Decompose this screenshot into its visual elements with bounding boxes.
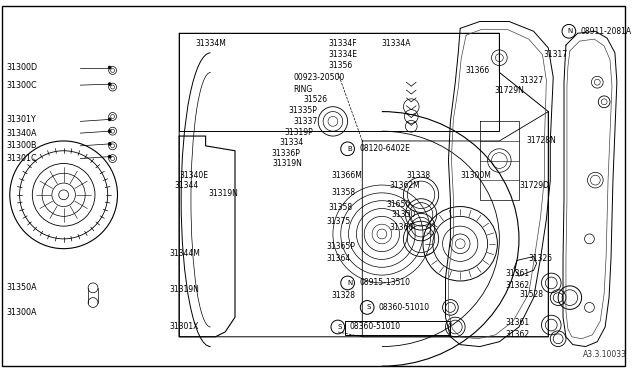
Text: N: N: [347, 280, 352, 286]
Text: 31319N: 31319N: [209, 189, 239, 198]
Text: 31364: 31364: [326, 254, 350, 263]
Text: 31319N: 31319N: [272, 159, 302, 168]
Text: 31361: 31361: [505, 269, 529, 278]
Text: 31336P: 31336P: [271, 149, 300, 158]
Text: 08120-6402E: 08120-6402E: [359, 144, 410, 153]
Circle shape: [108, 118, 111, 121]
Text: 31317: 31317: [543, 50, 568, 59]
Text: 31334F: 31334F: [328, 39, 356, 48]
Text: 31319N: 31319N: [170, 285, 199, 294]
Bar: [345, 321, 451, 335]
Text: 31325: 31325: [529, 254, 553, 263]
Text: 31526: 31526: [303, 95, 328, 104]
Text: 31366M: 31366M: [331, 171, 362, 180]
Text: 31327: 31327: [519, 76, 543, 85]
Text: 31366: 31366: [465, 66, 490, 75]
Text: 00923-20500: 00923-20500: [294, 73, 345, 82]
Circle shape: [108, 66, 111, 69]
Text: 31360: 31360: [390, 222, 414, 232]
Text: 31362: 31362: [505, 281, 529, 291]
Text: 31301X: 31301X: [170, 323, 199, 331]
Text: 31337: 31337: [294, 117, 318, 126]
Text: 31301Y: 31301Y: [7, 115, 36, 124]
Circle shape: [108, 130, 111, 133]
Text: 31358: 31358: [328, 203, 352, 212]
Text: B: B: [347, 146, 352, 152]
Text: 31300M: 31300M: [460, 171, 491, 180]
Text: 31338: 31338: [406, 171, 431, 180]
Text: S: S: [367, 304, 371, 310]
Text: 31650: 31650: [387, 200, 411, 209]
Text: 31301C: 31301C: [7, 154, 38, 163]
Text: 31358: 31358: [331, 188, 355, 198]
Text: 31729N: 31729N: [495, 86, 524, 94]
Text: 31334: 31334: [279, 138, 303, 147]
Text: 31300D: 31300D: [7, 63, 38, 72]
Text: 31340A: 31340A: [7, 129, 37, 138]
Text: 31334A: 31334A: [382, 39, 412, 48]
Text: 31340E: 31340E: [179, 171, 208, 180]
Text: 31344: 31344: [174, 180, 198, 189]
Text: 31356: 31356: [328, 61, 352, 70]
Text: 31362: 31362: [505, 330, 529, 339]
Text: RING: RING: [294, 84, 313, 94]
Text: 08360-51010: 08360-51010: [379, 303, 430, 312]
Text: 31361: 31361: [505, 318, 529, 327]
Text: 31300B: 31300B: [7, 141, 37, 150]
Circle shape: [108, 83, 111, 86]
Text: N: N: [567, 28, 573, 34]
Text: 08915-13510: 08915-13510: [359, 278, 410, 288]
Circle shape: [108, 155, 111, 158]
Text: 31350: 31350: [392, 210, 416, 219]
Text: 31334M: 31334M: [196, 39, 227, 48]
Text: 31350A: 31350A: [7, 283, 38, 292]
Text: 31729D: 31729D: [519, 180, 549, 189]
Text: 31362M: 31362M: [390, 180, 420, 189]
Text: 08360-51010: 08360-51010: [349, 323, 401, 331]
Text: 08911-2081A: 08911-2081A: [580, 27, 632, 36]
Text: 31344M: 31344M: [170, 249, 200, 258]
Text: S: S: [337, 324, 342, 330]
Text: 31300A: 31300A: [7, 308, 37, 317]
Text: 31365P: 31365P: [326, 242, 355, 251]
Text: 31300C: 31300C: [7, 81, 38, 90]
Text: 31334E: 31334E: [328, 50, 357, 59]
Text: A3.3.10033: A3.3.10033: [582, 350, 627, 359]
Text: 31328: 31328: [331, 291, 355, 300]
Circle shape: [108, 142, 111, 145]
Text: 31375: 31375: [326, 217, 350, 226]
Text: 31319P: 31319P: [284, 128, 313, 137]
Text: 31528: 31528: [519, 290, 543, 299]
Text: 31728N: 31728N: [527, 137, 557, 145]
Text: 31335P: 31335P: [289, 106, 317, 115]
